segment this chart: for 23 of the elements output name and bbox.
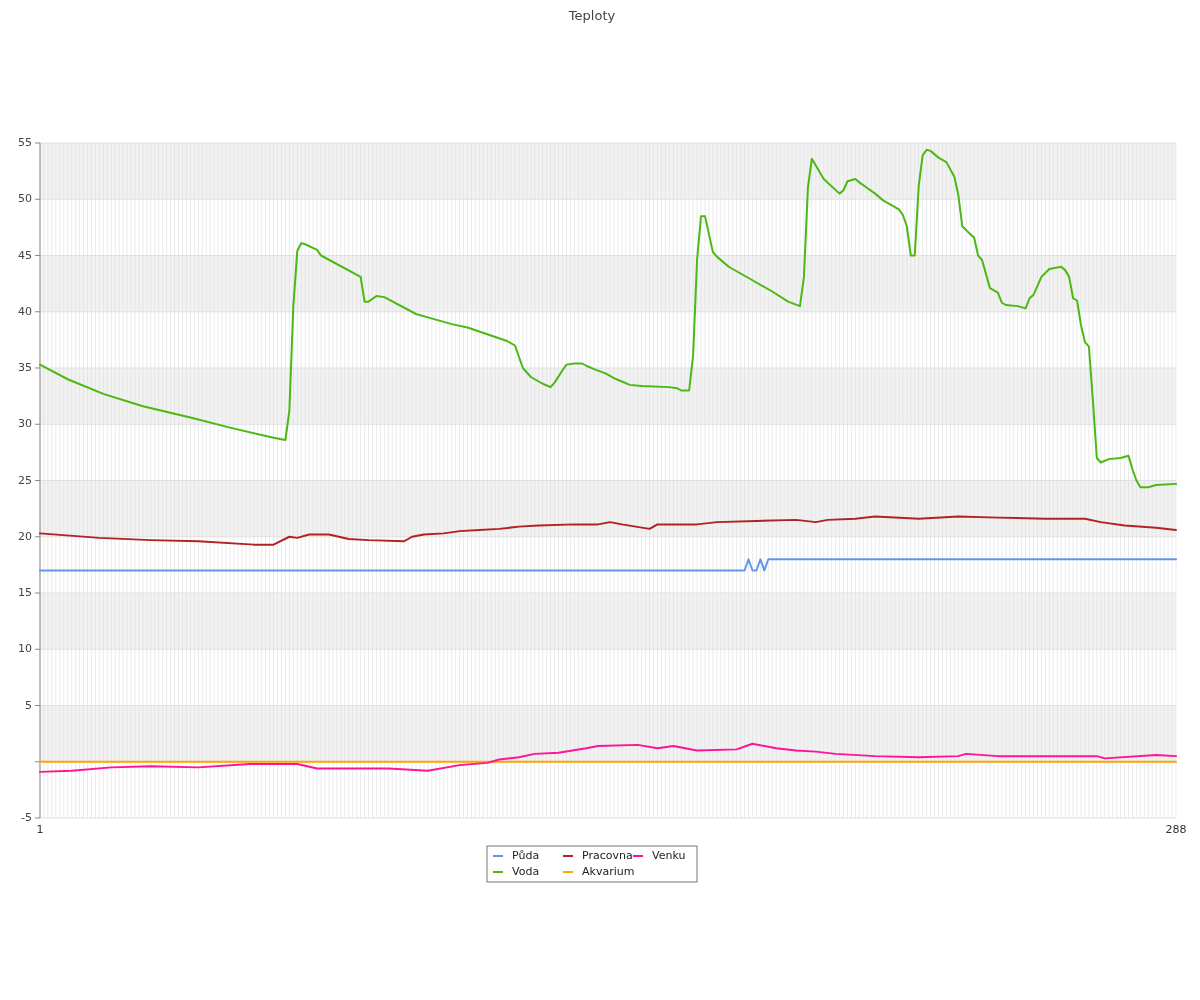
y-tick-label: 10 — [18, 642, 32, 656]
legend-label: Půda — [512, 849, 540, 862]
y-tick-label: 35 — [18, 361, 32, 374]
y-tick-label: 20 — [18, 529, 32, 543]
legend-label: Venku — [652, 849, 686, 862]
y-tick-label: 30 — [18, 417, 32, 431]
y-tick-label: 50 — [18, 192, 32, 206]
y-tick-label: 15 — [18, 586, 32, 599]
y-tick-label: 55 — [18, 136, 32, 149]
line-series — [39, 148, 1177, 489]
line-series — [39, 742, 1177, 773]
legend-label: Voda — [512, 865, 540, 878]
y-tick-label: -5 — [21, 811, 32, 824]
legend-label: Pracovna — [582, 849, 633, 862]
x-tick-label: 288 — [1165, 823, 1187, 836]
legend-label: Akvarium — [582, 865, 635, 878]
y-tick-label: 40 — [18, 304, 32, 318]
line-series — [39, 515, 1177, 546]
chart-title: Teploty — [567, 7, 616, 23]
x-tick-label: 1 — [36, 823, 44, 836]
y-tick-label: 45 — [18, 248, 32, 262]
y-tick-label: 25 — [18, 473, 32, 487]
y-tick-label: 5 — [25, 698, 32, 712]
